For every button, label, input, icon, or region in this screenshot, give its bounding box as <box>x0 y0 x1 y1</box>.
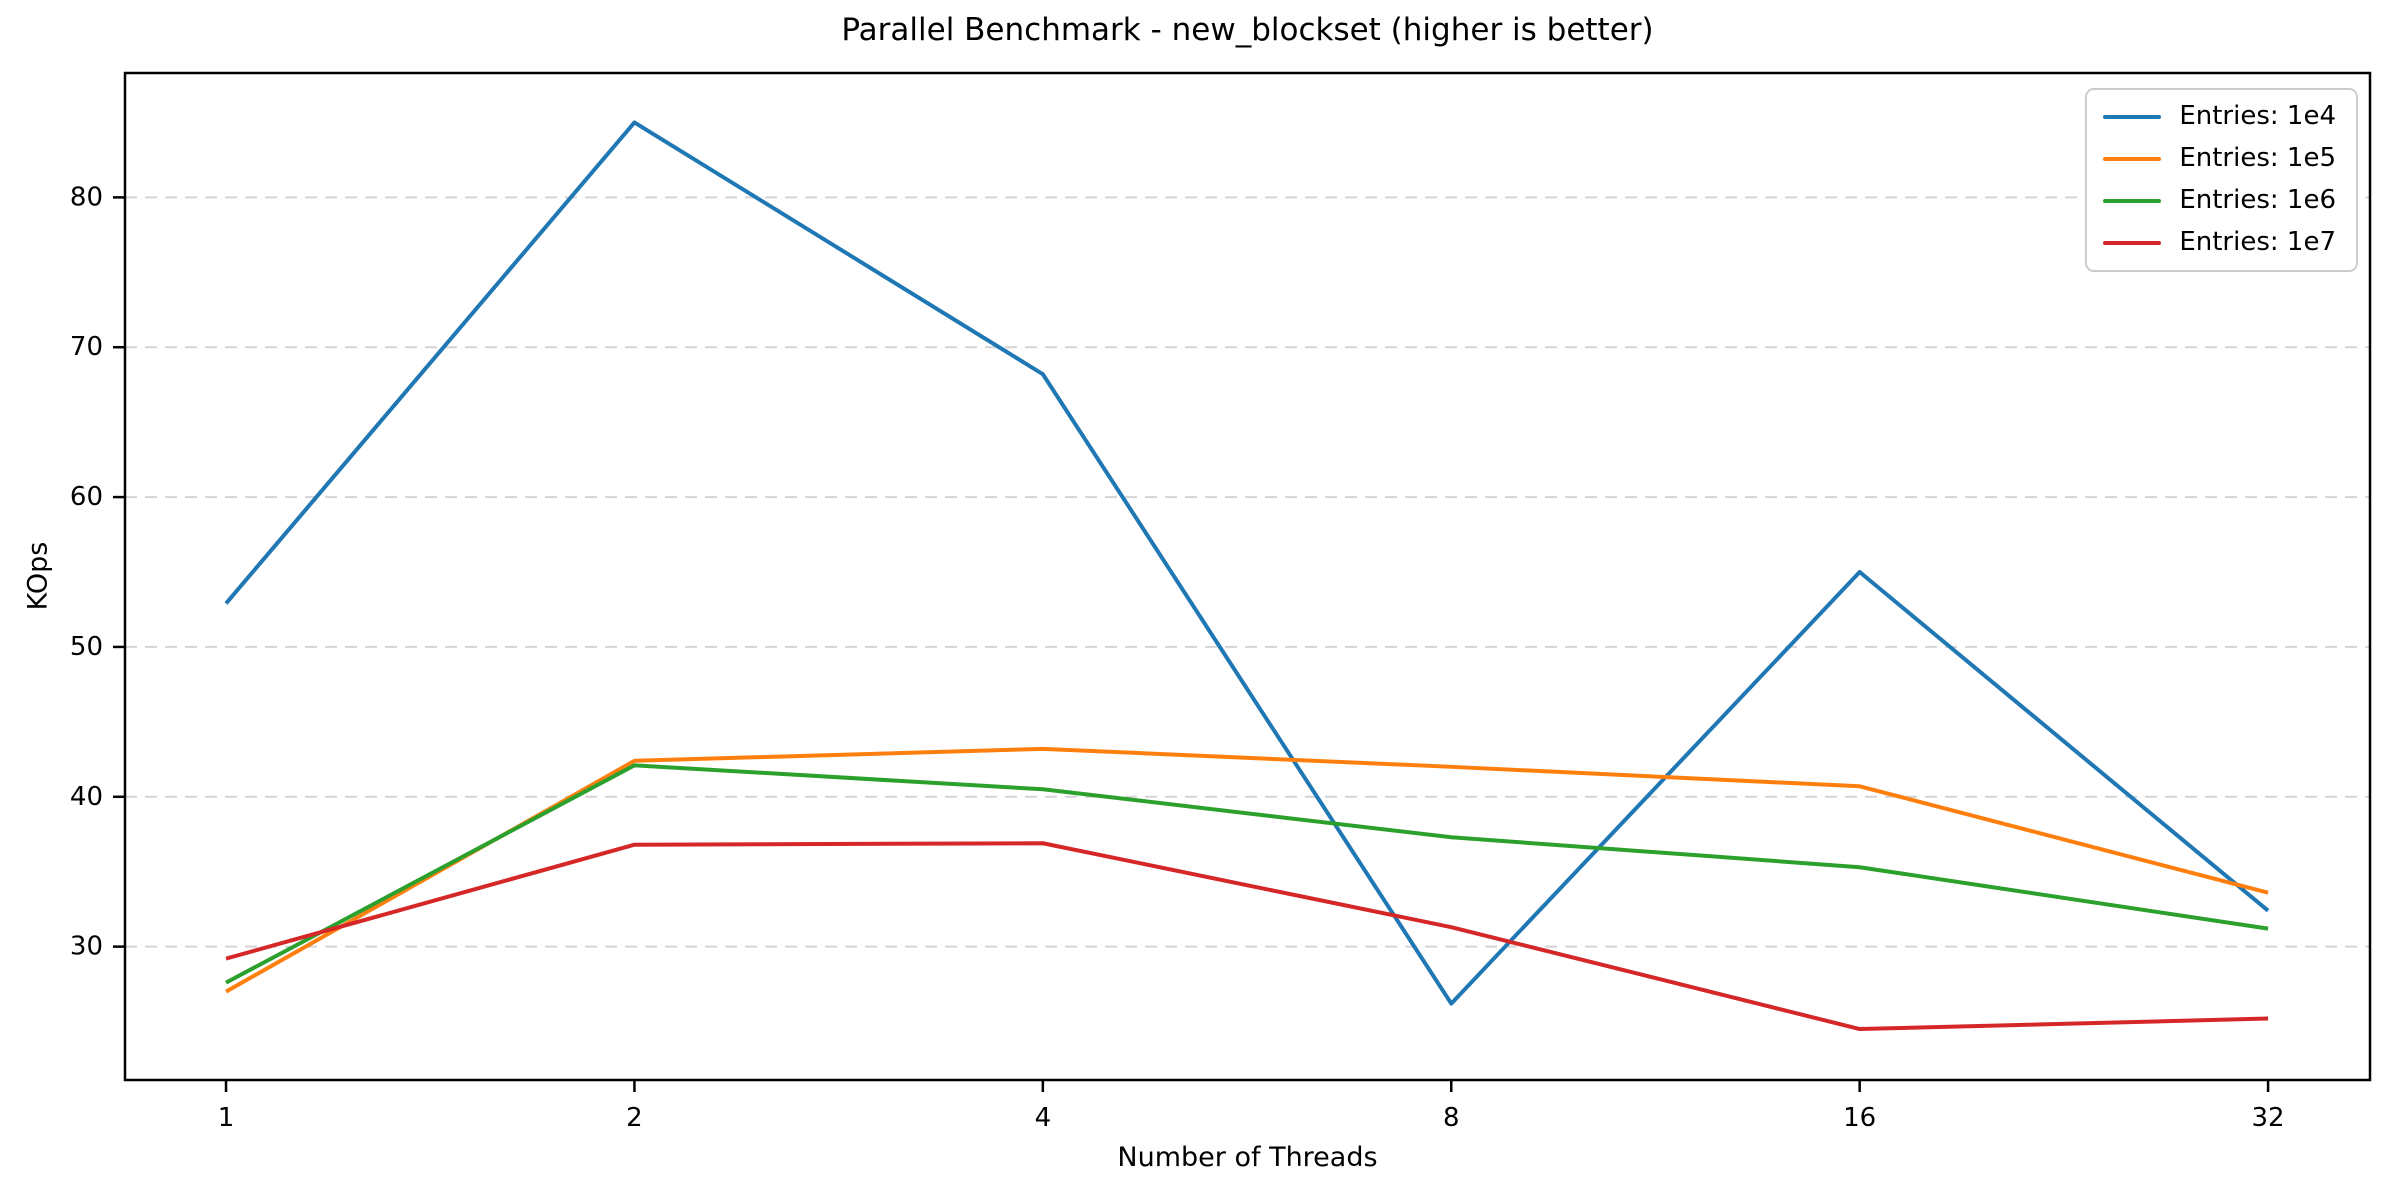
y-tick-label: 30 <box>70 932 103 962</box>
y-tick-label: 40 <box>70 782 103 812</box>
chart-title: Parallel Benchmark - new_blockset (highe… <box>841 12 1654 48</box>
x-tick-label: 1 <box>218 1103 235 1133</box>
plot-spines <box>123 71 2372 1082</box>
legend-label: Entries: 1e6 <box>2179 184 2336 215</box>
y-tick-label: 50 <box>70 632 103 662</box>
x-tick-label: 4 <box>1035 1103 1052 1133</box>
legend-label: Entries: 1e4 <box>2179 101 2336 131</box>
series-line-4 <box>225 841 2269 1032</box>
legend-label: Entries: 1e7 <box>2179 226 2336 257</box>
legend-swatch-line <box>2103 114 2162 119</box>
series-line-2 <box>225 746 2269 994</box>
legend-item: Entries: 1e7 <box>2103 226 2336 258</box>
legend-swatch-line <box>2103 198 2162 203</box>
x-tick-label: 2 <box>626 1103 643 1133</box>
x-tick-label: 32 <box>2252 1103 2285 1133</box>
x-axis-label: Number of Threads <box>1117 1142 1378 1173</box>
x-tick-label: 16 <box>1843 1103 1876 1133</box>
legend: Entries: 1e4 Entries: 1e5 Entries: 1e6 Entr… <box>2085 88 2358 272</box>
legend-swatch-line <box>2103 240 2162 245</box>
x-tick-label: 8 <box>1443 1103 1460 1133</box>
legend-swatch-line <box>2103 156 2162 161</box>
series-line-1 <box>224 120 2270 1006</box>
legend-item: Entries: 1e4 <box>2103 101 2336 132</box>
legend-item: Entries: 1e6 <box>2103 184 2336 216</box>
y-tick-label: 70 <box>70 332 103 362</box>
legend-label: Entries: 1e5 <box>2179 142 2336 173</box>
legend-item: Entries: 1e5 <box>2103 142 2336 174</box>
y-tick-label: 80 <box>70 182 103 212</box>
y-tick-label: 60 <box>70 482 103 512</box>
series-line-3 <box>225 763 2269 985</box>
